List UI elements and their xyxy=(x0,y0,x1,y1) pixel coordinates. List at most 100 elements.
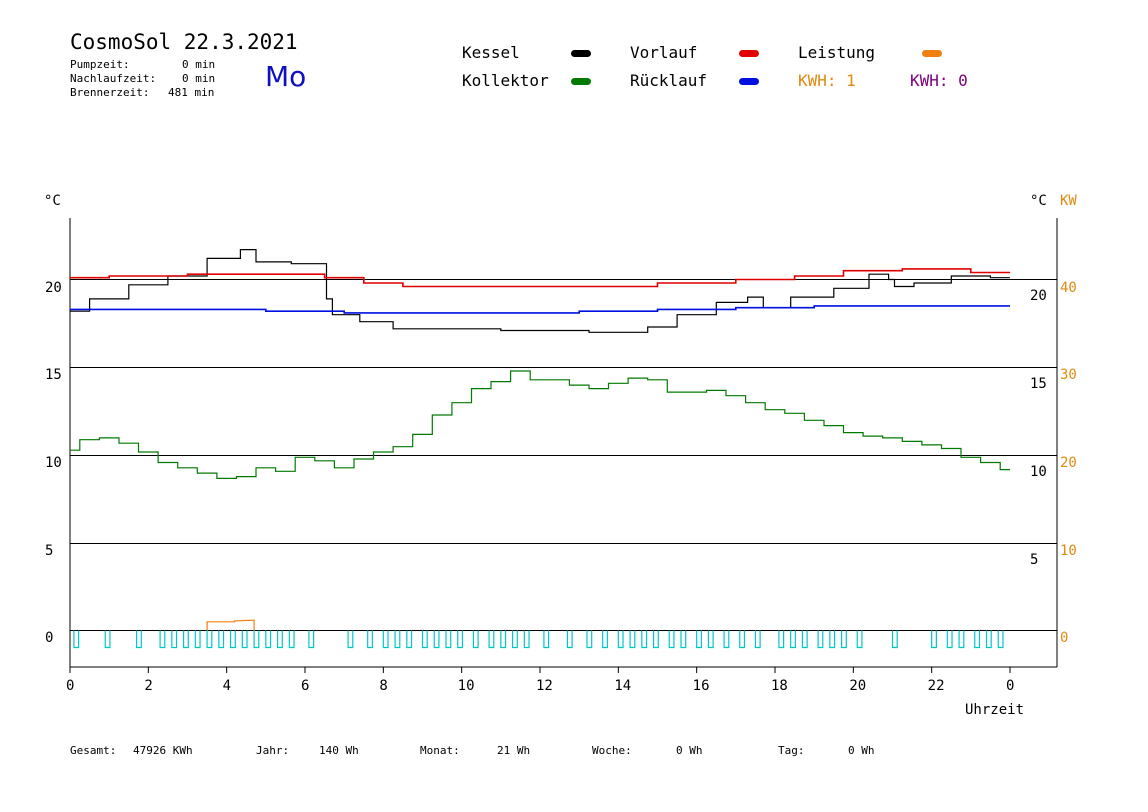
weekday-label: Mo xyxy=(265,60,307,93)
x-tick-label: 4 xyxy=(222,678,232,694)
series-vorlauf xyxy=(70,268,1010,288)
x-tick-label: 14 xyxy=(614,678,632,694)
cycle-mark xyxy=(801,630,808,649)
legend-leistung-swatch xyxy=(922,50,942,57)
series-leistung xyxy=(206,619,255,631)
legend-kollektor-swatch xyxy=(571,78,591,85)
cycle-mark xyxy=(997,630,1004,649)
x-tick-label: 8 xyxy=(379,678,388,694)
legend-ruecklauf-label: Rücklauf xyxy=(630,71,708,90)
cycle-mark xyxy=(433,630,440,649)
legend-kwh0-label: KWH: 0 xyxy=(910,71,968,90)
cycle-mark xyxy=(931,630,937,649)
cycle-mark xyxy=(723,630,730,649)
cycle-mark xyxy=(739,630,746,649)
cycle-mark xyxy=(73,630,80,649)
ytick-right-10: 10 xyxy=(1030,464,1047,480)
footer-tag-label: Tag: xyxy=(778,744,805,757)
ytick-kw-0: 0 xyxy=(1060,630,1069,646)
cycle-mark xyxy=(218,630,225,649)
cycle-mark xyxy=(104,630,111,649)
cycle-mark xyxy=(617,630,624,649)
cycle-mark xyxy=(457,630,464,649)
legend-ruecklauf-swatch xyxy=(739,78,759,85)
cycle-mark xyxy=(602,630,608,649)
cycle-mark xyxy=(891,630,898,649)
cycle-mark xyxy=(229,630,236,649)
plot-frame xyxy=(69,218,1058,673)
x-tick-label: 20 xyxy=(849,678,867,694)
cycle-mark xyxy=(394,630,401,649)
cycle-mark xyxy=(840,630,847,649)
right-unit-label: °C xyxy=(1030,193,1047,209)
cycle-mark xyxy=(135,630,142,649)
cycle-mark xyxy=(974,630,981,649)
cycle-mark xyxy=(288,630,295,649)
legend-leistung-label: Leistung xyxy=(798,43,876,62)
stat-pumpzeit-value: 0 min xyxy=(182,58,216,71)
chart-title: CosmoSol 22.3.2021 xyxy=(70,30,298,54)
cycle-mark xyxy=(182,630,189,649)
cycle-mark xyxy=(500,630,507,649)
cycle-mark xyxy=(523,630,530,649)
stat-nachlaufzeit-label: Nachlaufzeit: xyxy=(70,72,157,85)
cycle-mark xyxy=(511,630,518,649)
cycle-mark xyxy=(856,630,863,649)
cycle-mark xyxy=(817,630,824,649)
footer-jahr-label: Jahr: xyxy=(256,744,290,757)
cycle-mark xyxy=(421,630,428,649)
cycle-mark xyxy=(958,630,965,649)
x-tick-label: 0 xyxy=(1006,678,1015,694)
cycle-mark xyxy=(629,630,636,649)
cycle-mark xyxy=(946,630,953,649)
cycle-mark xyxy=(566,630,573,649)
cycle-mark xyxy=(241,630,248,649)
series-kollektor xyxy=(70,370,1010,479)
ytick-left-0: 0 xyxy=(45,630,54,646)
series-ruecklauf xyxy=(70,305,1010,314)
footer-gesamt-label: Gesamt: xyxy=(70,744,117,757)
ytick-kw-40: 40 xyxy=(1060,280,1077,296)
stat-pumpzeit-label: Pumpzeit: xyxy=(70,58,130,71)
cycle-mark xyxy=(754,630,761,649)
footer-gesamt-value: 47926 KWh xyxy=(133,744,193,757)
footer-woche-label: Woche: xyxy=(592,744,632,757)
cycle-mark xyxy=(382,630,389,649)
ytick-right-15: 15 xyxy=(1030,376,1047,392)
cycle-mark xyxy=(367,630,373,649)
cycle-mark xyxy=(668,630,675,649)
cycle-mark xyxy=(652,630,659,649)
x-tick-label: 22 xyxy=(927,678,945,694)
series-kessel xyxy=(70,249,1010,333)
cycle-mark xyxy=(308,630,315,649)
footer-jahr-value: 140 Wh xyxy=(319,744,359,757)
legend-kessel-swatch xyxy=(571,50,591,57)
x-tick-label: 12 xyxy=(536,678,553,694)
x-tick-label: 10 xyxy=(457,678,475,694)
right-unit2-label: KW xyxy=(1060,193,1077,209)
cycle-mark xyxy=(253,630,260,649)
footer-monat-value: 21 Wh xyxy=(497,744,531,757)
cycle-mark xyxy=(707,630,714,649)
plot-series xyxy=(70,249,1010,649)
cycle-mark xyxy=(159,630,166,649)
cycle-mark xyxy=(985,630,992,649)
x-axis-label: Uhrzeit xyxy=(965,702,1025,718)
x-tick-label: 16 xyxy=(692,678,710,694)
cycle-mark xyxy=(194,630,201,649)
cycle-mark xyxy=(265,630,272,649)
footer-monat-label: Monat: xyxy=(420,744,460,757)
cycle-mark xyxy=(829,630,836,649)
cycle-mark xyxy=(276,630,283,649)
stat-brennerzeit-label: Brennerzeit: xyxy=(70,86,150,99)
cycle-mark xyxy=(488,630,495,649)
legend-vorlauf-label: Vorlauf xyxy=(630,43,698,62)
legend-kessel-label: Kessel xyxy=(462,43,520,62)
cycle-mark xyxy=(680,630,687,649)
footer-woche-value: 0 Wh xyxy=(676,744,703,757)
left-unit-label: °C xyxy=(44,193,61,209)
cycle-mark xyxy=(543,630,550,649)
ytick-left-15: 15 xyxy=(45,367,62,383)
cycle-mark xyxy=(347,630,354,649)
